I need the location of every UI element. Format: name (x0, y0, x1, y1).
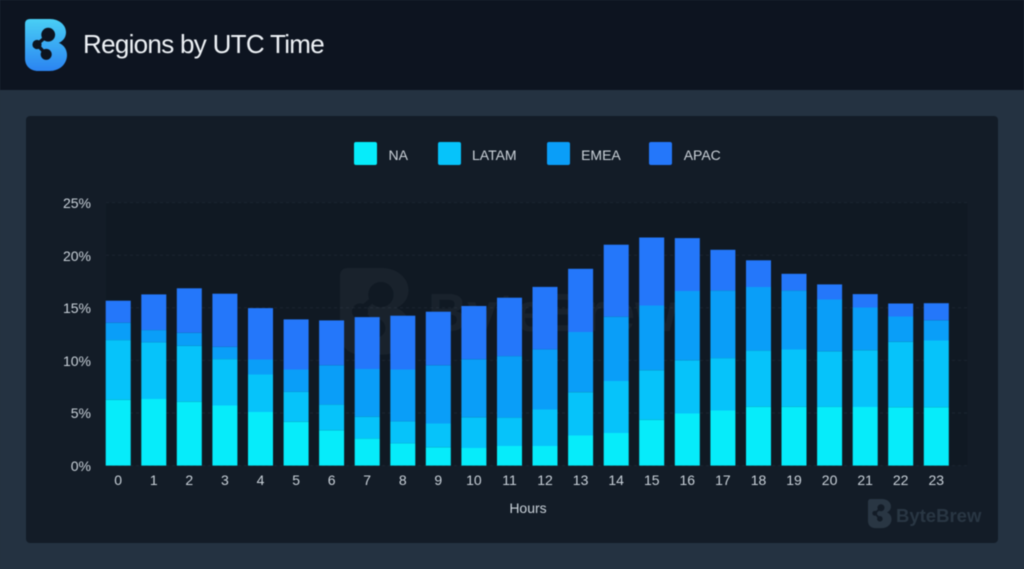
svg-text:ByteBrew: ByteBrew (896, 505, 982, 526)
